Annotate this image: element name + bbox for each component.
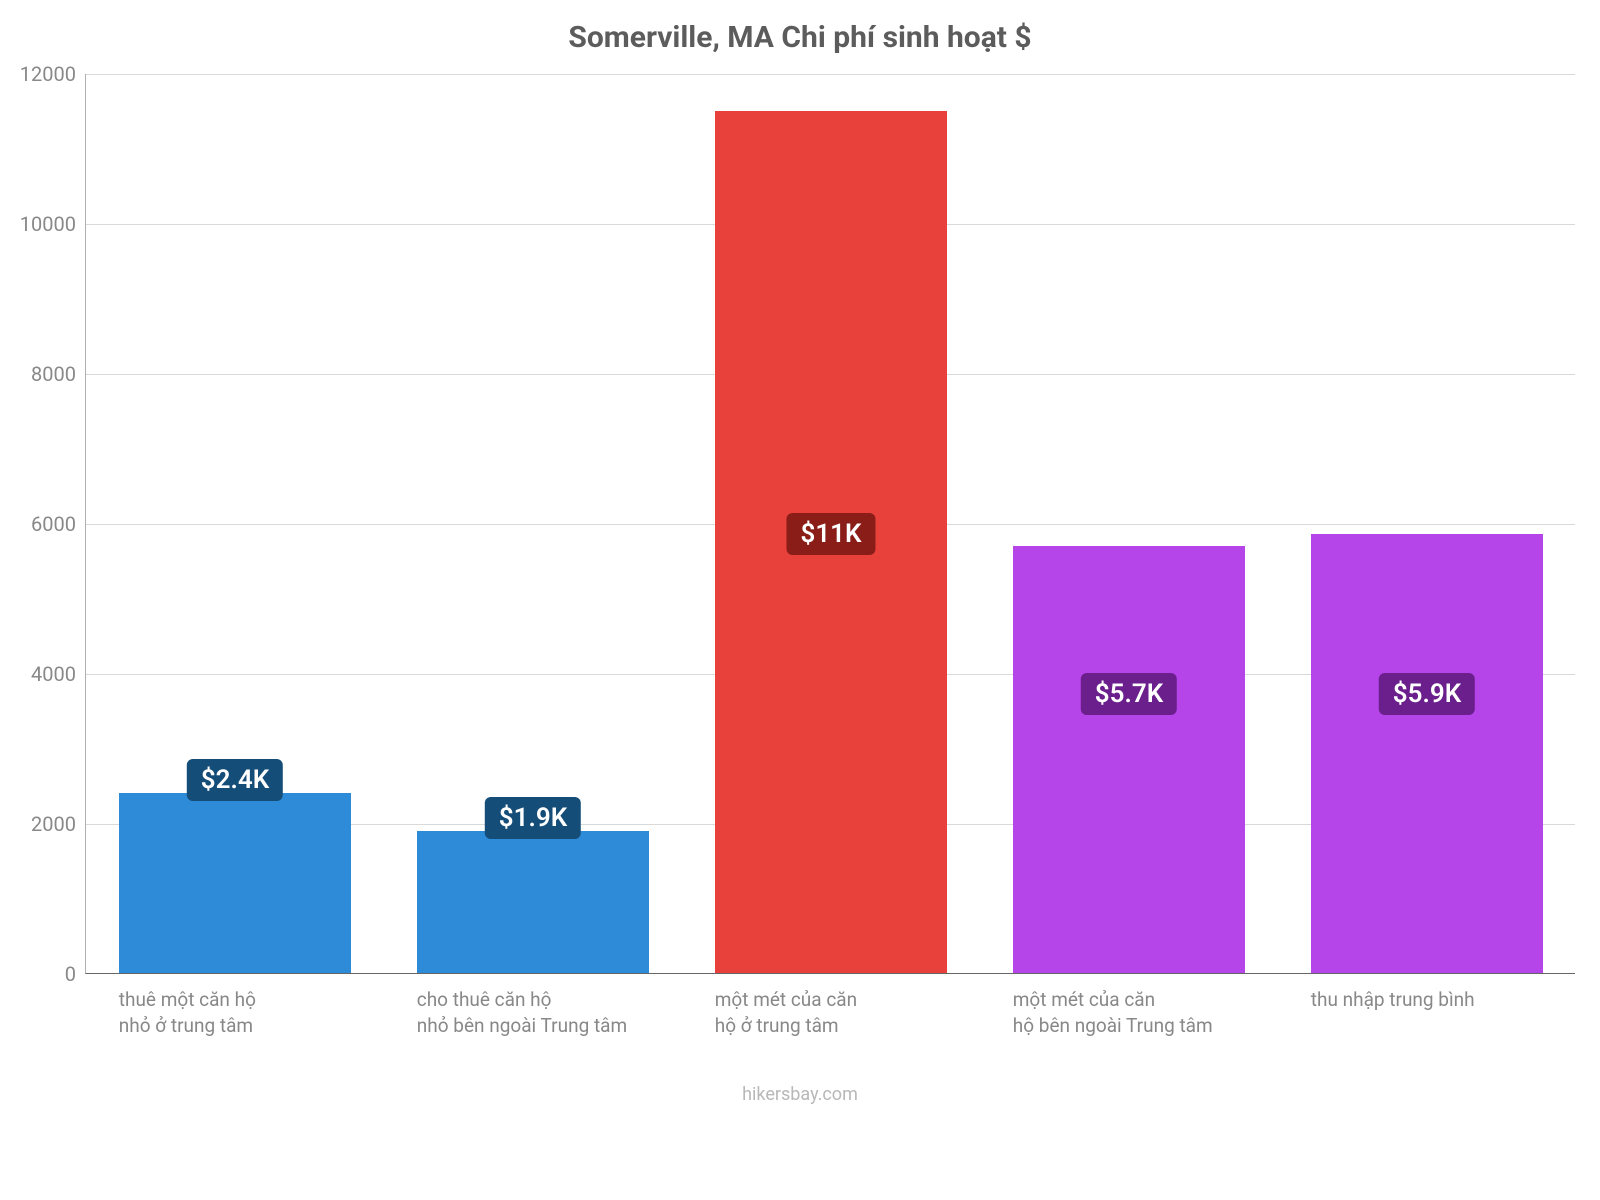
- bar-value-badge: $11K: [786, 513, 875, 555]
- bar-value-badge: $5.9K: [1379, 673, 1475, 715]
- bar-value-badge: $5.7K: [1081, 673, 1177, 715]
- y-tick-label: 8000: [31, 362, 76, 386]
- y-tick-label: 4000: [31, 662, 76, 686]
- bar: $2.4K: [119, 793, 351, 973]
- bar: $5.9K: [1311, 534, 1543, 973]
- y-tick-label: 0: [65, 962, 76, 986]
- y-tick-label: 6000: [31, 512, 76, 536]
- bar: $1.9K: [417, 831, 649, 974]
- gridline: [86, 74, 1575, 75]
- chart-title: Somerville, MA Chi phí sinh hoạt $: [0, 20, 1600, 55]
- cost-of-living-chart: Somerville, MA Chi phí sinh hoạt $ 02000…: [0, 0, 1600, 1200]
- plot-area: 020004000600080001000012000$2.4Kthuê một…: [85, 74, 1575, 974]
- bar-value-badge: $2.4K: [187, 759, 283, 801]
- bar: $11K: [715, 111, 947, 974]
- y-tick-label: 10000: [20, 212, 76, 236]
- y-tick-label: 12000: [20, 62, 76, 86]
- x-tick-label: một mét của căn hộ bên ngoài Trung tâm: [1013, 987, 1245, 1038]
- bar-value-badge: $1.9K: [485, 797, 581, 839]
- attribution-text: hikersbay.com: [0, 1084, 1600, 1105]
- bar: $5.7K: [1013, 546, 1245, 974]
- y-tick-label: 2000: [31, 812, 76, 836]
- x-tick-label: thuê một căn hộ nhỏ ở trung tâm: [119, 987, 351, 1038]
- x-tick-label: một mét của căn hộ ở trung tâm: [715, 987, 947, 1038]
- x-tick-label: cho thuê căn hộ nhỏ bên ngoài Trung tâm: [417, 987, 649, 1038]
- x-tick-label: thu nhập trung bình: [1311, 987, 1543, 1013]
